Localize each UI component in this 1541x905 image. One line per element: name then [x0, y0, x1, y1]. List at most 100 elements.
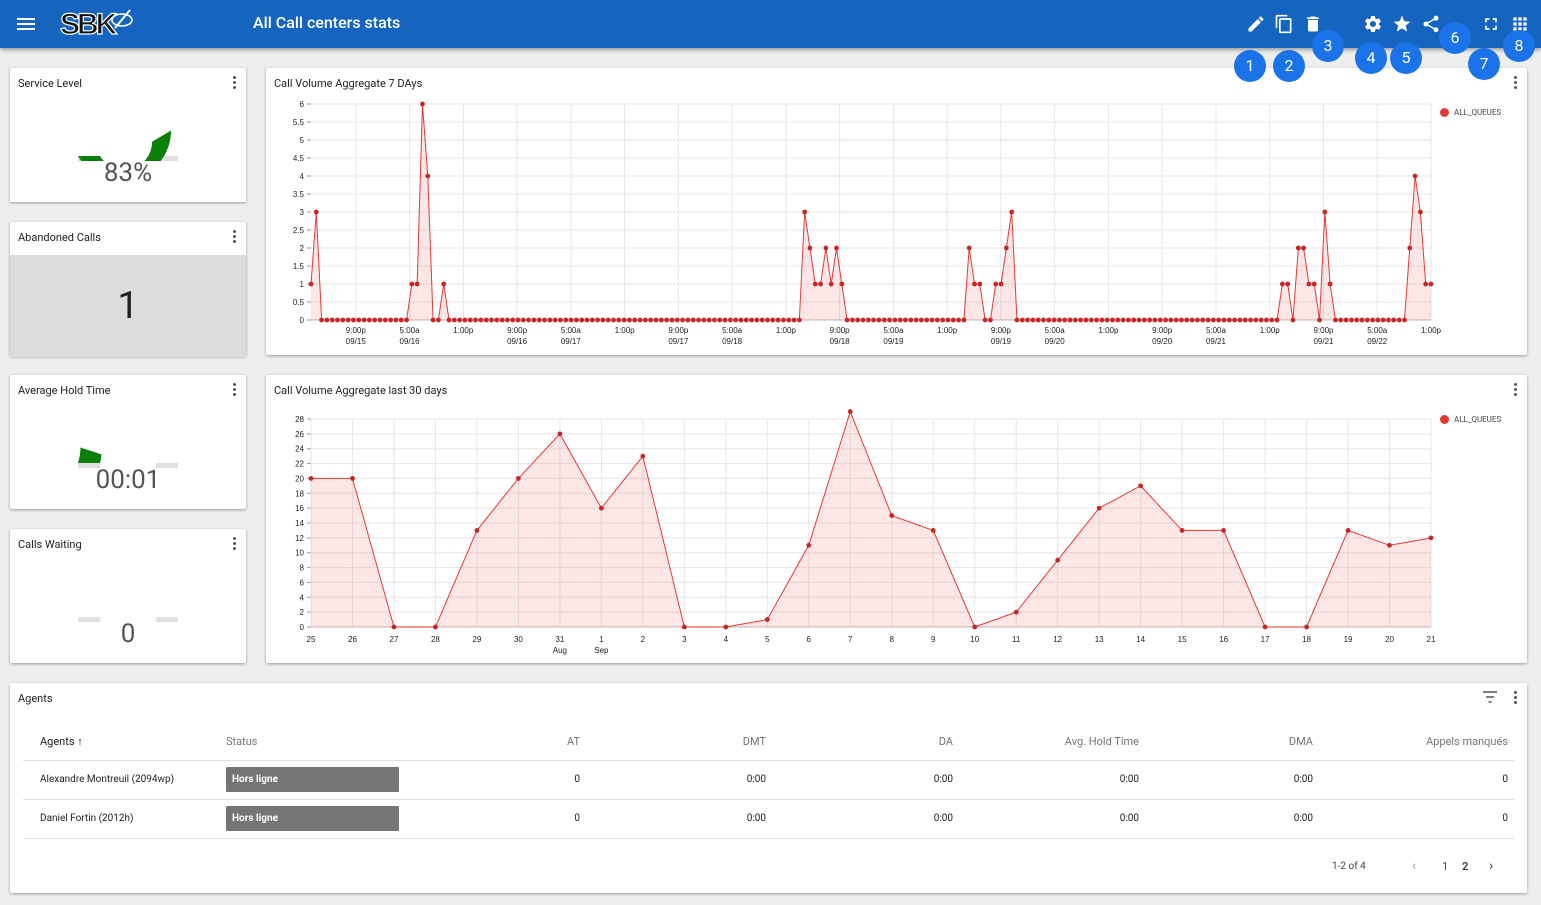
agent-name: Daniel Fortin (2012h) [23, 799, 213, 839]
x-tick-label: 11 [1012, 635, 1021, 644]
data-point [897, 317, 903, 323]
x-tick-label: 1:00p [1260, 326, 1281, 335]
y-tick-label: 1.5 [293, 262, 305, 271]
data-point [972, 281, 977, 287]
data-point [648, 317, 654, 323]
abandoned-calls-value: 1 [10, 255, 246, 357]
data-point [1258, 317, 1264, 323]
data-point [733, 317, 739, 323]
data-point [919, 317, 924, 323]
data-point [598, 505, 604, 511]
service-level-value: 83% [103, 158, 153, 188]
table-row[interactable]: Daniel Fortin (2012h) Hors ligne 0 0:00 … [23, 799, 1514, 839]
star-icon[interactable] [1390, 12, 1414, 36]
data-point [531, 317, 537, 323]
x-month-label: Aug [553, 646, 567, 655]
data-point [1391, 317, 1397, 323]
data-point [478, 317, 484, 323]
data-point [1428, 281, 1434, 287]
column-header-appels-manques[interactable]: Appels manqués [1316, 723, 1514, 761]
more-vert-icon[interactable] [228, 381, 240, 399]
data-point [473, 317, 478, 323]
x-tick-date-label: 09/18 [830, 337, 851, 346]
column-header-dma[interactable]: DMA [1142, 723, 1316, 761]
sort-arrow-up-icon[interactable]: ↑ [77, 734, 83, 748]
data-point [796, 317, 802, 323]
table-row[interactable]: Alexandre Montreuil (2094wp) Hors ligne … [23, 760, 1514, 800]
data-point [1317, 317, 1322, 323]
data-point [1348, 317, 1354, 323]
data-point [308, 281, 314, 287]
chart-legend[interactable]: ALL_QUEUES [1440, 415, 1501, 425]
page-link-2[interactable]: 2 [1462, 860, 1469, 873]
marker-badge: 3 [1312, 30, 1344, 62]
more-vert-icon[interactable] [228, 535, 240, 553]
data-point [494, 317, 500, 323]
y-tick-label: 2 [300, 244, 305, 253]
data-point [1304, 624, 1309, 630]
chart-legend[interactable]: ALL_QUEUES [1440, 108, 1501, 118]
column-header-at[interactable]: AT [399, 723, 583, 761]
x-tick-label: 8 [890, 635, 895, 644]
data-point [520, 317, 526, 323]
next-page-icon[interactable]: › [1489, 858, 1494, 874]
more-vert-icon[interactable] [1509, 74, 1521, 92]
data-point [632, 317, 638, 323]
edit-icon[interactable] [1244, 12, 1268, 36]
x-tick-label: 5:00a [1367, 326, 1388, 335]
data-point [366, 317, 372, 323]
data-point [844, 317, 850, 323]
data-point [1237, 317, 1243, 323]
marker-badge: 2 [1273, 50, 1305, 82]
series-area [311, 411, 1431, 627]
calls-waiting-widget: Calls Waiting 0 [10, 529, 246, 663]
data-point [526, 317, 532, 323]
fullscreen-icon[interactable] [1479, 12, 1503, 36]
data-point [865, 317, 871, 323]
data-point [1147, 317, 1153, 323]
data-point [764, 617, 770, 622]
settings-icon[interactable] [1361, 12, 1385, 36]
x-tick-label: 9:00p [1313, 326, 1334, 335]
data-point [1274, 317, 1280, 323]
data-point [807, 245, 813, 251]
data-point [420, 101, 425, 107]
page-link-1[interactable]: 1 [1442, 860, 1449, 873]
column-header-agents[interactable]: Agents ↑ [23, 723, 213, 761]
column-header-status[interactable]: Status [213, 723, 399, 761]
data-point [1062, 317, 1068, 323]
data-point [589, 317, 595, 323]
x-tick-label: 12 [1053, 635, 1062, 644]
delete-icon[interactable] [1301, 12, 1325, 36]
more-vert-icon[interactable] [228, 74, 240, 92]
data-point [1019, 317, 1025, 323]
more-vert-icon[interactable] [1509, 381, 1521, 399]
column-header-da[interactable]: DA [769, 723, 956, 761]
x-tick-date-label: 09/21 [1206, 337, 1227, 346]
marker-badge: 5 [1390, 42, 1422, 74]
data-point [1253, 317, 1259, 323]
copy-icon[interactable] [1272, 12, 1296, 36]
x-tick-label: 5:00a [722, 326, 743, 335]
cell-dmt: 0:00 [583, 760, 769, 800]
prev-page-icon[interactable]: ‹ [1412, 858, 1417, 874]
data-point [1285, 281, 1291, 287]
y-tick-label: 14 [295, 519, 304, 528]
x-tick-label: 31 [555, 635, 564, 644]
more-vert-icon[interactable] [228, 228, 240, 246]
apps-grid-icon[interactable] [1508, 12, 1532, 36]
data-point [1157, 317, 1163, 323]
column-header-dmt[interactable]: DMT [583, 723, 769, 761]
share-icon[interactable] [1419, 12, 1443, 36]
cell-da: 0:00 [769, 760, 956, 800]
legend-swatch [1440, 108, 1449, 118]
call-volume-30-days-widget: Call Volume Aggregate last 30 days ALL_Q… [266, 375, 1527, 663]
column-header-avg-hold-time[interactable]: Avg. Hold Time [956, 723, 1142, 761]
more-vert-icon[interactable] [1509, 689, 1521, 707]
data-point [839, 281, 845, 287]
x-tick-label: 1:00p [453, 326, 474, 335]
data-point [404, 317, 409, 323]
filter-icon[interactable] [1481, 689, 1499, 705]
menu-icon[interactable] [14, 12, 38, 36]
data-point [847, 409, 853, 414]
